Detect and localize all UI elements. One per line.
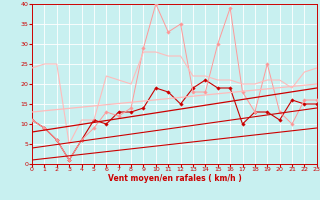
X-axis label: Vent moyen/en rafales ( km/h ): Vent moyen/en rafales ( km/h ) bbox=[108, 174, 241, 183]
